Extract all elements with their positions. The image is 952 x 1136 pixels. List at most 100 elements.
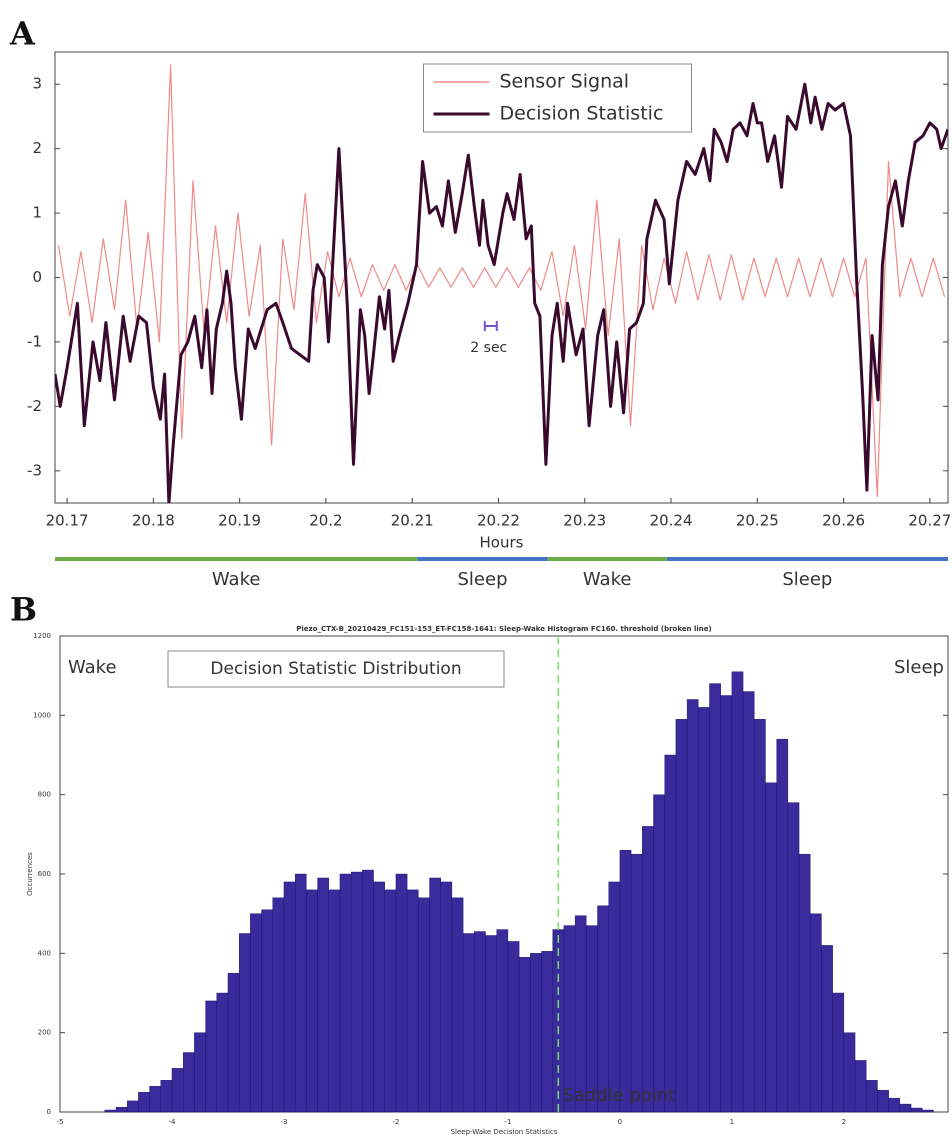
y-tick-label: 3 — [32, 75, 42, 93]
histogram-bar — [698, 707, 710, 1113]
y-tick-label: 2 — [32, 139, 42, 157]
x-tick-label: 20.23 — [563, 512, 606, 530]
histogram-bar — [171, 1068, 184, 1113]
x-tick-label: 20.2 — [309, 512, 342, 530]
histogram-bar — [406, 889, 419, 1113]
y-tick-label: -3 — [27, 461, 42, 479]
x-tick-label: 20.19 — [218, 512, 261, 530]
phase-label: Wake — [212, 569, 261, 590]
x-tick-label: 2 — [842, 1118, 846, 1126]
histogram-bar — [126, 1100, 139, 1113]
histogram-bar — [160, 1080, 173, 1113]
legend-box — [423, 63, 692, 133]
histogram-bar — [709, 683, 721, 1113]
histogram-bar — [339, 873, 352, 1113]
histogram-bar — [776, 738, 789, 1113]
histogram-bar — [910, 1107, 923, 1113]
histogram-bar — [485, 935, 497, 1113]
histogram-bar — [619, 850, 632, 1113]
phase-label: Sleep — [458, 569, 508, 590]
histogram-bar — [899, 1103, 912, 1113]
histogram-bar — [653, 794, 665, 1113]
histogram-bar — [518, 957, 531, 1113]
histogram-bar — [843, 1032, 856, 1113]
histogram-bar — [608, 881, 621, 1113]
histogram-bar — [362, 869, 374, 1113]
y-tick-label: 1 — [32, 204, 42, 222]
y-tick-label: 0 — [32, 268, 42, 286]
histogram-bar — [418, 897, 430, 1113]
histogram-bar — [787, 802, 800, 1113]
x-tick-label: 20.17 — [46, 512, 89, 530]
histogram-bar — [429, 877, 441, 1113]
histogram-bar — [283, 881, 296, 1113]
legend-label: Sensor Signal — [500, 71, 630, 93]
x-tick-label: -2 — [392, 1118, 399, 1126]
histogram-bar — [350, 871, 363, 1113]
x-tick-label: 20.27 — [908, 512, 951, 530]
x-tick-label: 0 — [618, 1118, 622, 1126]
x-tick-label: 1 — [730, 1118, 734, 1126]
histogram-bar — [294, 873, 307, 1113]
histogram-bar — [395, 873, 408, 1113]
phase-label: Sleep — [782, 569, 832, 590]
histogram-bar — [205, 1000, 217, 1113]
x-axis-label: Hours — [480, 534, 524, 552]
y-tick-label: 1200 — [33, 632, 51, 640]
x-tick-label: 20.25 — [736, 512, 779, 530]
histogram-bar — [182, 1052, 195, 1113]
y-tick-label: 400 — [38, 949, 51, 957]
histogram-bar — [530, 953, 542, 1113]
histogram-bar — [440, 881, 453, 1113]
y-tick-label: 0 — [47, 1108, 51, 1116]
side-label: Sleep — [894, 657, 944, 678]
histogram-bar — [306, 889, 318, 1113]
legend-label: Decision Statistic — [500, 103, 664, 125]
x-tick-label: 20.21 — [391, 512, 434, 530]
y-tick-label: -1 — [27, 332, 42, 350]
histogram-bar — [317, 877, 329, 1113]
x-tick-label: -4 — [168, 1118, 176, 1126]
histogram-bar — [384, 889, 397, 1113]
x-tick-label: 20.18 — [132, 512, 175, 530]
histogram-bar — [765, 782, 777, 1113]
panel-label: B — [10, 591, 37, 629]
histogram-bar — [866, 1080, 878, 1113]
histogram-bar — [227, 972, 240, 1113]
histogram-bar — [250, 913, 262, 1113]
histogram-bar — [630, 853, 643, 1113]
legend-box — [167, 650, 505, 688]
histogram-bar — [373, 881, 385, 1113]
x-tick-label: 20.22 — [477, 512, 520, 530]
histogram-bar — [104, 1109, 117, 1113]
x-tick-label: 20.26 — [822, 512, 865, 530]
histogram-bar — [642, 826, 654, 1113]
annotation: 2 sec — [470, 340, 507, 356]
chart-title: Piezo_CTX-B_20210429_FC151-153_ET-FC158-… — [296, 625, 711, 633]
threshold-label: Saddle point — [562, 1085, 675, 1106]
y-tick-label: -2 — [27, 397, 42, 415]
histogram-bar — [686, 699, 699, 1113]
histogram-bar — [574, 915, 587, 1113]
phase-label: Wake — [583, 569, 632, 590]
histogram-bar — [798, 853, 811, 1113]
histogram-bar — [216, 992, 229, 1113]
histogram-bar — [194, 1032, 206, 1113]
histogram-bar — [877, 1089, 889, 1113]
y-axis-label: Occurrences — [26, 852, 34, 896]
y-tick-label: 200 — [38, 1029, 51, 1037]
histogram-bar — [720, 695, 733, 1113]
histogram-bar — [541, 951, 553, 1113]
data-line — [55, 82, 948, 503]
histogram-bar — [810, 913, 822, 1113]
panel-label: A — [9, 15, 36, 53]
histogram-bar — [507, 941, 520, 1113]
histogram-bar — [462, 933, 475, 1113]
x-axis-label: Sleep-Wake Decision Statistics — [451, 1128, 558, 1136]
histogram-bar — [675, 719, 688, 1113]
histogram-bar — [832, 992, 845, 1113]
histogram-bar — [238, 933, 251, 1113]
x-tick-label: 20.24 — [650, 512, 693, 530]
histogram-bar — [597, 905, 609, 1113]
histogram-bar — [922, 1109, 934, 1113]
